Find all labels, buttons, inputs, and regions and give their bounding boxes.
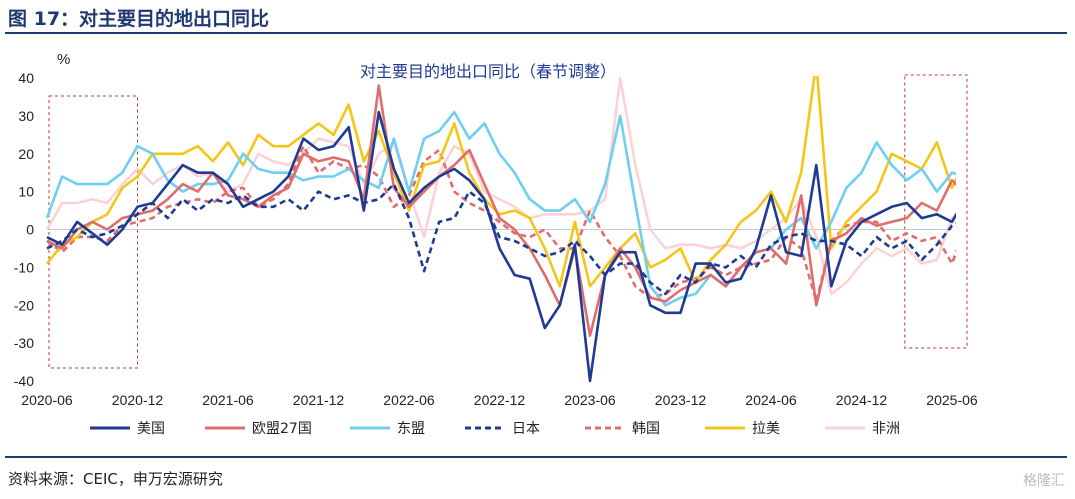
- x-tick-label: 2022-12: [474, 392, 526, 408]
- x-tick-label: 2021-12: [293, 392, 345, 408]
- footer-rule: [5, 456, 1067, 458]
- chart-title: 对主要目的地出口同比（春节调整）: [360, 62, 616, 81]
- y-tick-label: -10: [14, 259, 34, 275]
- y-tick-label: 30: [18, 108, 34, 124]
- brand-watermark: 格隆汇: [1023, 473, 1065, 489]
- source-note: 资料来源：CEIC，申万宏源研究: [8, 470, 223, 488]
- series-line-日本: [46, 182, 956, 296]
- x-tick-label: 2023-12: [655, 392, 707, 408]
- legend-label: 韩国: [632, 421, 660, 437]
- highlight-box: [904, 74, 968, 349]
- x-tick-label: 2021-06: [202, 392, 254, 408]
- y-tick-label: -20: [14, 297, 34, 313]
- y-ticks: 40 30 20 10 0 -10 -20 -30 -40: [14, 70, 34, 389]
- y-tick-label: 40: [18, 70, 34, 86]
- y-tick-label: 0: [26, 222, 34, 238]
- x-tick-label: 2023-06: [564, 392, 616, 408]
- y-tick-label: -30: [14, 335, 34, 351]
- x-tick-label: 2024-06: [745, 392, 797, 408]
- highlight-bands: [48, 74, 968, 369]
- y-tick-label: 20: [18, 146, 34, 162]
- x-tick-label: 2020-06: [21, 392, 73, 408]
- x-tick-label: 2025-06: [926, 392, 978, 408]
- legend-label: 拉美: [752, 421, 780, 437]
- title-rule: [5, 32, 1067, 34]
- y-tick-label: -40: [14, 373, 34, 389]
- series-line-拉美: [45, 76, 956, 288]
- series-line-韩国: [46, 144, 956, 303]
- legend-label: 日本: [512, 421, 540, 437]
- legend-label: 美国: [137, 421, 165, 437]
- series-line-美国: [46, 110, 956, 383]
- highlight-box: [48, 95, 138, 369]
- y-tick-label: 10: [18, 184, 34, 200]
- series-layer: [45, 76, 956, 383]
- figure-title: 图 17：对主要目的地出口同比: [8, 8, 270, 30]
- x-ticks: 2020-06 2020-12 2021-06 2021-12 2022-06 2022-…: [21, 392, 978, 408]
- x-tick-label: 2024-12: [836, 392, 888, 408]
- legend-label: 东盟: [397, 421, 425, 437]
- legend: 美国 欧盟27国 东盟 日本 韩国 拉美 非洲: [90, 421, 900, 437]
- legend-label: 欧盟27国: [252, 421, 312, 437]
- y-axis-label: %: [57, 51, 70, 68]
- legend-label: 非洲: [872, 421, 900, 437]
- x-tick-label: 2020-12: [112, 392, 164, 408]
- x-tick-label: 2022-06: [383, 392, 435, 408]
